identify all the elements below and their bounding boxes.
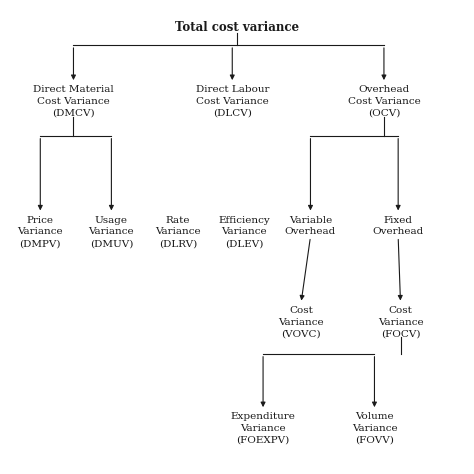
Text: Efficiency
Variance
(DLEV): Efficiency Variance (DLEV) (218, 216, 270, 248)
Text: Fixed
Overhead: Fixed Overhead (373, 216, 424, 237)
Text: Overhead
Cost Variance
(OCV): Overhead Cost Variance (OCV) (347, 85, 420, 118)
Text: Volume
Variance
(FOVV): Volume Variance (FOVV) (352, 412, 397, 445)
Text: Usage
Variance
(DMUV): Usage Variance (DMUV) (89, 216, 134, 248)
Text: Expenditure
Variance
(FOEXPV): Expenditure Variance (FOEXPV) (231, 412, 295, 445)
Text: Rate
Variance
(DLRV): Rate Variance (DLRV) (155, 216, 201, 248)
Text: Cost
Variance
(FOCV): Cost Variance (FOCV) (378, 306, 423, 338)
Text: Variable
Overhead: Variable Overhead (285, 216, 336, 237)
Text: Cost
Variance
(VOVC): Cost Variance (VOVC) (278, 306, 324, 338)
Text: Direct Material
Cost Variance
(DMCV): Direct Material Cost Variance (DMCV) (33, 85, 114, 118)
Text: Price
Variance
(DMPV): Price Variance (DMPV) (18, 216, 63, 248)
Text: Total cost variance: Total cost variance (175, 21, 299, 34)
Text: Direct Labour
Cost Variance
(DLCV): Direct Labour Cost Variance (DLCV) (195, 85, 269, 118)
